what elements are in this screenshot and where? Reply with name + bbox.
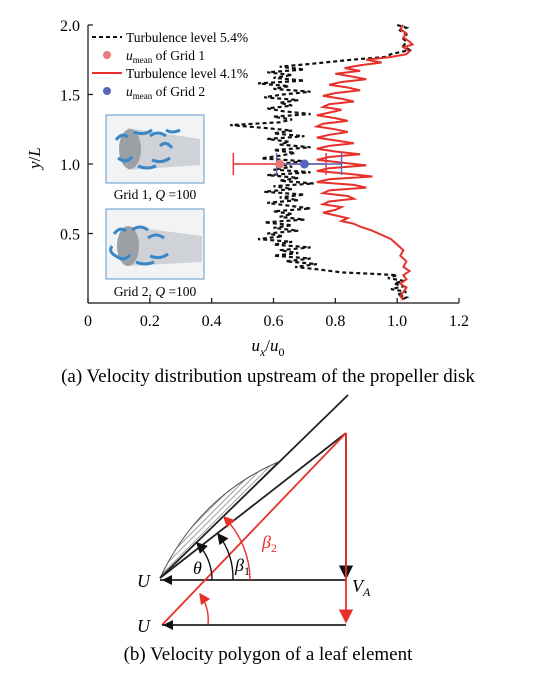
theta-arc: [196, 542, 213, 581]
chord-line-outer: [159, 394, 349, 579]
legend-label-turbulence-5-4: Turbulence level 5.4%: [126, 30, 248, 45]
label-u-top: U: [137, 571, 151, 591]
beta2-arc: [223, 516, 251, 581]
label-beta2: β2: [261, 532, 277, 555]
label-theta: θ: [193, 558, 202, 578]
legend-label-turbulence-4-1: Turbulence level 4.1%: [126, 66, 248, 81]
bottom-angle-arc: [199, 592, 211, 626]
label-va: VA: [352, 576, 371, 599]
label-beta1: β1: [234, 555, 250, 578]
inset-grid-1: [105, 114, 205, 184]
mean-markers: [232, 153, 343, 175]
beta1-arc: [217, 532, 234, 581]
x-tick-label: 0.4: [202, 313, 222, 330]
inset-grid-2: [105, 208, 205, 280]
series-line-turbulence-4-1: [313, 24, 415, 301]
chart-a: 0 0.2 0.4 0.6 0.8 1.0 1.2 0.5 1.0 1.5 2.0 ux/u0 y…: [25, 18, 469, 359]
y-axis-label: y/L: [25, 147, 44, 171]
y-tick-label: 1.5: [60, 88, 80, 105]
u-arrowhead: [162, 575, 172, 585]
y-tick-label: 0.5: [60, 227, 80, 244]
x-tick-label: 0.2: [140, 313, 160, 330]
x-tick-label: 0.8: [325, 313, 345, 330]
inset-grid-1-label: Grid 1, Q =100: [114, 187, 197, 202]
y-tick-label: 2.0: [60, 18, 80, 35]
u-bottom-arrowhead: [163, 620, 173, 630]
x-tick-label: 1.2: [449, 313, 469, 330]
x-tick-label: 1.0: [387, 313, 407, 330]
label-u-bottom: U: [137, 616, 151, 636]
x-tick-label: 0: [84, 313, 92, 330]
legend: Turbulence level 5.4% umean of Grid 1 Tu…: [92, 30, 248, 101]
x-tick-label: 0.6: [264, 313, 284, 330]
x-ticks: 0 0.2 0.4 0.6 0.8 1.0 1.2: [84, 298, 469, 330]
mean-point: [275, 159, 285, 169]
inset-grid-2-label: Grid 2, Q =100: [114, 284, 197, 299]
y-ticks: 0.5 1.0 1.5 2.0: [60, 18, 93, 244]
caption-a: (a) Velocity distribution upstream of th…: [61, 366, 475, 387]
legend-label-umean-grid-2: umean of Grid 2: [126, 84, 205, 101]
mean-point: [299, 159, 309, 169]
chord-line-inner: [159, 432, 347, 579]
velocity-polygon: U U θ β1 β2 VA: [137, 394, 371, 636]
y-tick-label: 1.0: [60, 157, 80, 174]
x-axis-label: ux/u0: [251, 336, 284, 359]
series-line-turbulence-5-4: [230, 23, 413, 302]
resultant-velocity-line: [161, 432, 347, 626]
legend-label-umean-grid-1: umean of Grid 1: [126, 48, 205, 65]
caption-b: (b) Velocity polygon of a leaf element: [124, 644, 413, 665]
